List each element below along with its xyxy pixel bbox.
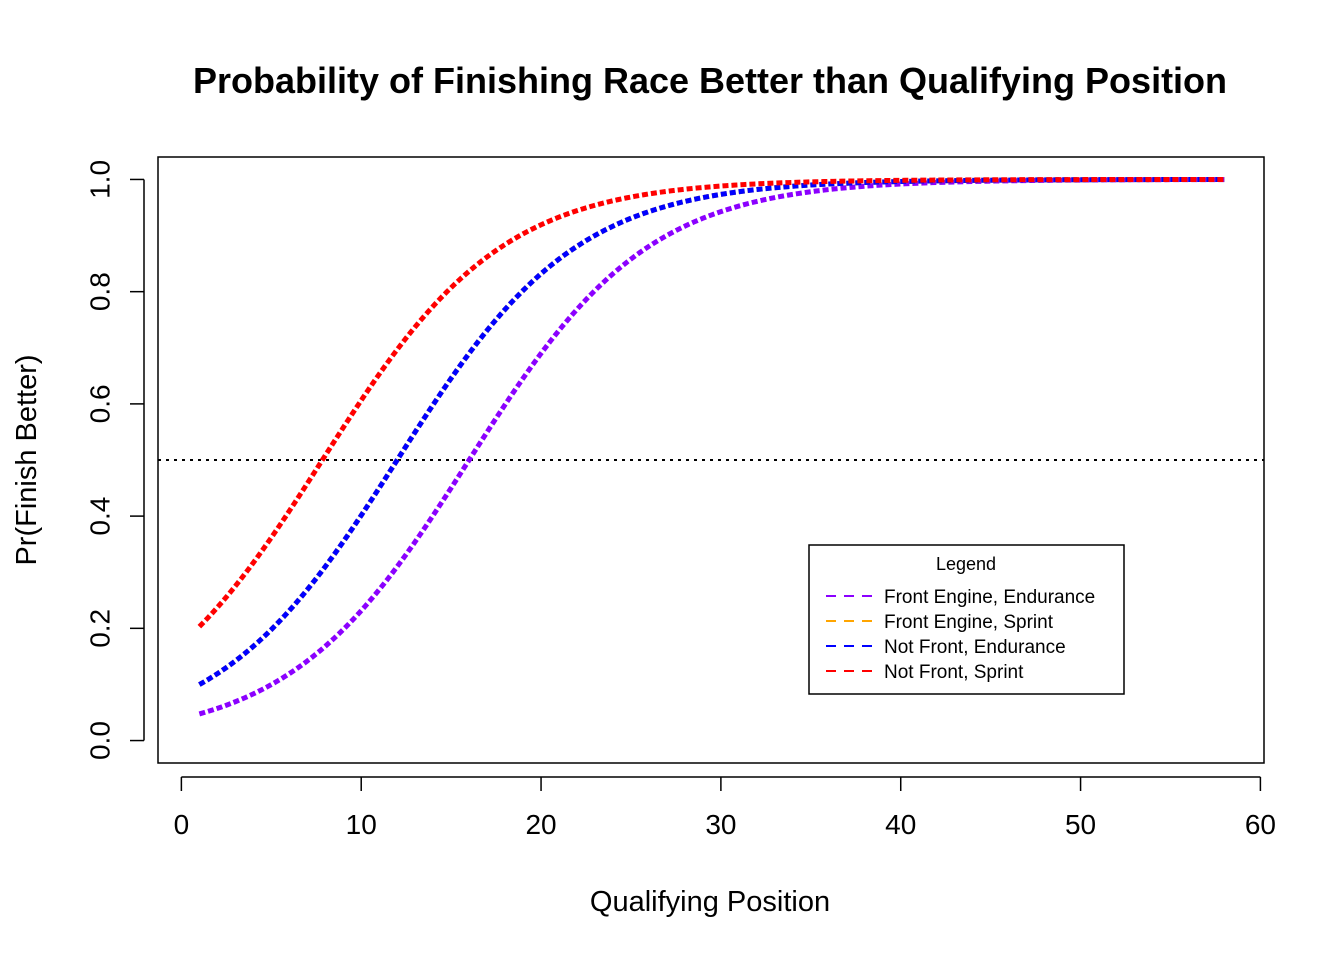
y-tick-label: 0.2: [85, 609, 116, 648]
y-tick-label: 0.4: [85, 497, 116, 536]
legend-box: [808, 544, 1125, 695]
chart-title: Probability of Finishing Race Better tha…: [193, 60, 1227, 101]
x-axis: 0 10 20 30 40 50 60: [174, 776, 1276, 840]
x-tick-label: 10: [346, 809, 377, 840]
legend-title: Legend: [936, 554, 996, 574]
x-tick-label: 50: [1065, 809, 1096, 840]
x-tick-label: 0: [174, 809, 190, 840]
x-axis-label: Qualifying Position: [590, 886, 830, 918]
legend-label-0: Front Engine, Endurance: [884, 587, 1095, 608]
y-tick-label: 0.6: [85, 384, 116, 423]
x-tick-label: 40: [885, 809, 916, 840]
legend: Legend Front Engine, Endurance Front Engi…: [808, 544, 1125, 695]
y-tick-label: 1.0: [85, 160, 116, 199]
legend-label-3: Not Front, Sprint: [884, 662, 1024, 683]
series-lines: [197, 176, 1225, 717]
x-tick-label: 20: [525, 809, 556, 840]
legend-label-1: Front Engine, Sprint: [884, 612, 1054, 633]
legend-label-2: Not Front, Endurance: [884, 637, 1066, 658]
y-tick-label: 0.0: [85, 721, 116, 760]
y-axis: 0.0 0.2 0.4 0.6 0.8 1.0: [85, 160, 145, 760]
x-tick-label: 30: [705, 809, 736, 840]
x-tick-label: 60: [1245, 809, 1276, 840]
y-axis-label: Pr(Finish Better): [11, 354, 43, 565]
y-tick-label: 0.8: [85, 272, 116, 311]
series-line-2: [198, 177, 1225, 687]
series-line-0: [198, 177, 1225, 717]
